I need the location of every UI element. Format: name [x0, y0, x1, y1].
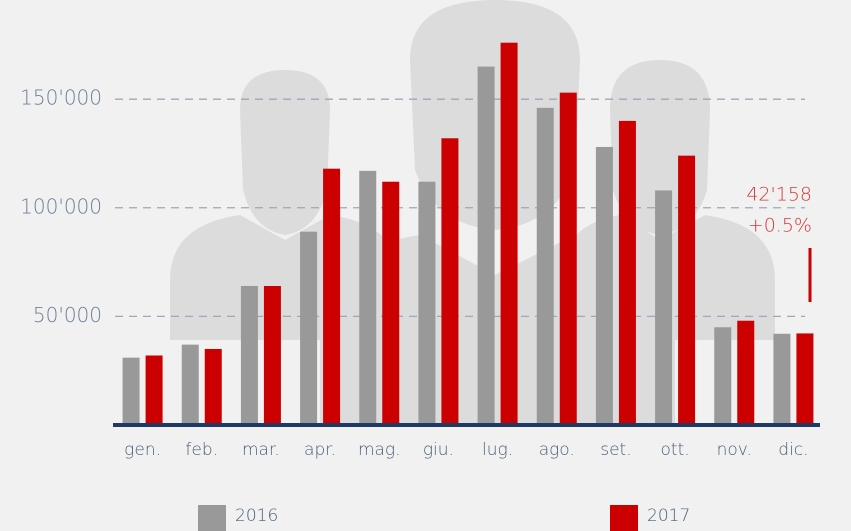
x-tick-label: ago.: [539, 440, 575, 460]
bar: [536, 107, 554, 425]
x-tick-label: set.: [600, 440, 631, 460]
annotation-value: 42'158: [746, 184, 812, 206]
bar: [477, 66, 495, 425]
bar: [441, 138, 459, 425]
bar: [323, 168, 341, 425]
bar: [678, 155, 696, 425]
bar: [737, 320, 755, 425]
y-tick-label: 150'000: [20, 86, 102, 110]
bar: [618, 120, 636, 425]
bar: [382, 181, 400, 425]
x-tick-label: nov.: [717, 440, 752, 460]
bar: [500, 42, 518, 425]
bar: [204, 348, 222, 425]
x-tick-label: mar.: [242, 440, 280, 460]
x-tick-label: gen.: [124, 440, 161, 460]
bar: [796, 333, 814, 425]
x-tick-label: mag.: [358, 440, 401, 460]
bar: [145, 355, 163, 425]
x-tick-label: giu.: [423, 440, 454, 460]
bar: [300, 231, 318, 425]
bar: [359, 170, 377, 425]
bar: [714, 327, 732, 425]
x-tick-label: apr.: [304, 440, 336, 460]
bar: [559, 92, 577, 426]
bar: [595, 146, 613, 425]
annotation-change: +0.5%: [748, 215, 812, 237]
x-tick-label: dic.: [778, 440, 808, 460]
legend-swatch: [610, 505, 638, 531]
legend-swatch: [198, 505, 226, 531]
x-tick-label: ott.: [661, 440, 690, 460]
bar: [773, 333, 791, 425]
y-tick-label: 50'000: [33, 303, 102, 327]
x-tick-label: lug.: [482, 440, 513, 460]
legend-label: 2016: [235, 506, 278, 526]
bar: [263, 285, 281, 425]
bar: [655, 190, 673, 425]
y-tick-label: 100'000: [20, 194, 102, 218]
legend-label: 2017: [647, 506, 690, 526]
bar: [122, 357, 140, 425]
bar: [181, 344, 199, 425]
x-tick-label: feb.: [185, 440, 218, 460]
bar: [418, 181, 436, 425]
bar: [240, 285, 258, 425]
